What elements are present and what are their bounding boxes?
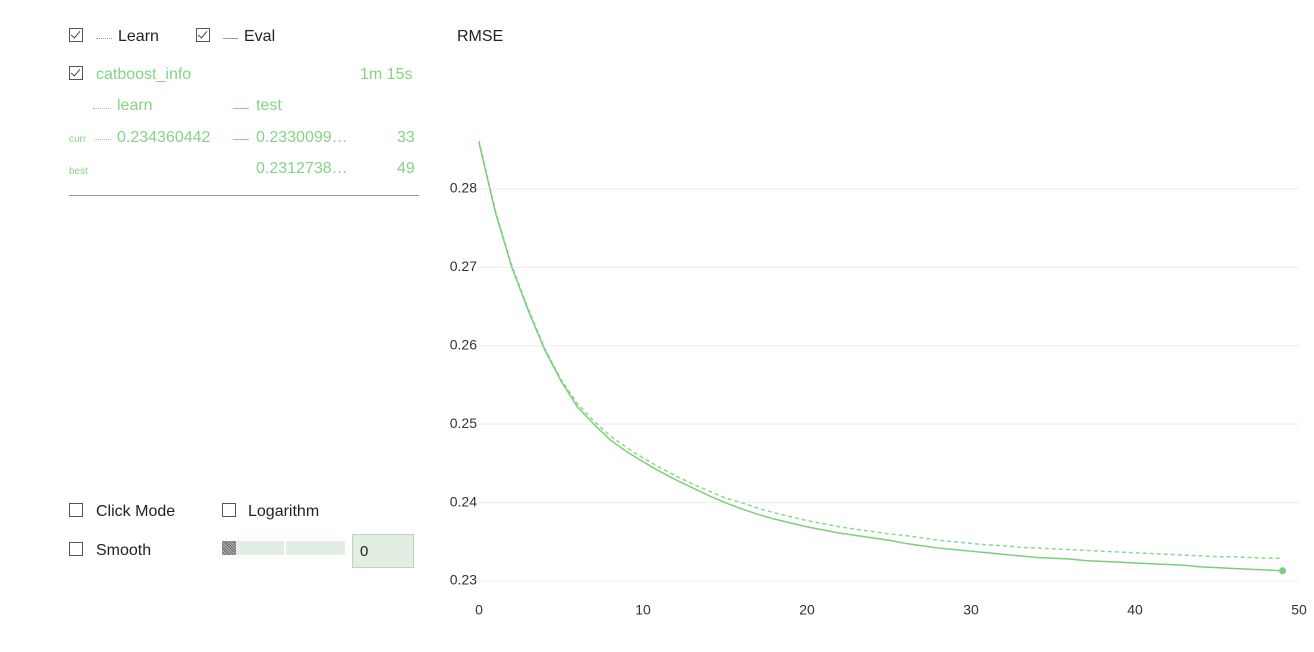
x-tick-label: 50 bbox=[1291, 602, 1307, 618]
line-1 bbox=[478, 142, 1283, 572]
last-point bbox=[1279, 567, 1287, 575]
x-tick-label: 30 bbox=[963, 602, 979, 618]
option-label[interactable]: Logarithm bbox=[248, 503, 320, 520]
y-tick-label: 0.28 bbox=[450, 180, 477, 196]
checkbox[interactable] bbox=[69, 66, 83, 80]
x-tick-label: 0 bbox=[475, 602, 483, 618]
x-tick-label: 20 bbox=[799, 602, 815, 618]
smooth-input[interactable] bbox=[352, 534, 414, 568]
curr-iteration: 33 bbox=[397, 129, 415, 146]
checkbox[interactable] bbox=[222, 503, 236, 517]
x-tick-label: 40 bbox=[1127, 602, 1143, 618]
x-tick-label: 10 bbox=[635, 602, 651, 618]
slider-handle[interactable] bbox=[222, 541, 236, 555]
y-tick-label: 0.27 bbox=[450, 258, 477, 274]
option-label[interactable]: Click Mode bbox=[96, 503, 176, 520]
smooth-value: 0 bbox=[360, 543, 369, 560]
y-tick-label: 0.26 bbox=[450, 336, 477, 352]
curr-test: 0.2330099… bbox=[256, 129, 348, 146]
legend-entry: test bbox=[256, 97, 282, 114]
checkbox[interactable] bbox=[69, 28, 83, 42]
checkbox[interactable] bbox=[69, 503, 83, 517]
slider-tick bbox=[345, 541, 347, 555]
row-label: best bbox=[69, 166, 88, 177]
chart-title: RMSE bbox=[457, 28, 503, 45]
checkbox[interactable] bbox=[196, 28, 210, 42]
run-name[interactable]: catboost_info bbox=[96, 66, 192, 83]
learn-glyph bbox=[94, 139, 111, 140]
y-tick-label: 0.24 bbox=[450, 493, 477, 509]
toggle-label[interactable]: Eval bbox=[244, 28, 276, 45]
divider bbox=[69, 195, 419, 196]
eval-glyph bbox=[223, 38, 238, 39]
learn-glyph bbox=[93, 108, 111, 109]
best-test: 0.2312738… bbox=[256, 160, 348, 177]
test-glyph bbox=[233, 139, 249, 140]
best-iteration: 49 bbox=[397, 160, 415, 177]
legend-entry: learn bbox=[117, 97, 153, 114]
slider-tick bbox=[284, 541, 286, 555]
learn-glyph bbox=[96, 38, 112, 39]
y-tick-label: 0.25 bbox=[450, 415, 477, 431]
row-label: curr bbox=[69, 134, 87, 145]
curr-learn: 0.234360442 bbox=[117, 129, 211, 146]
test-glyph bbox=[233, 108, 249, 109]
y-tick-label: 0.23 bbox=[450, 572, 477, 588]
option-label[interactable]: Smooth bbox=[96, 542, 152, 559]
line-0 bbox=[478, 140, 1283, 559]
checkbox[interactable] bbox=[69, 542, 83, 556]
run-time: 1m 15s bbox=[360, 66, 413, 83]
toggle-label[interactable]: Learn bbox=[118, 28, 159, 45]
